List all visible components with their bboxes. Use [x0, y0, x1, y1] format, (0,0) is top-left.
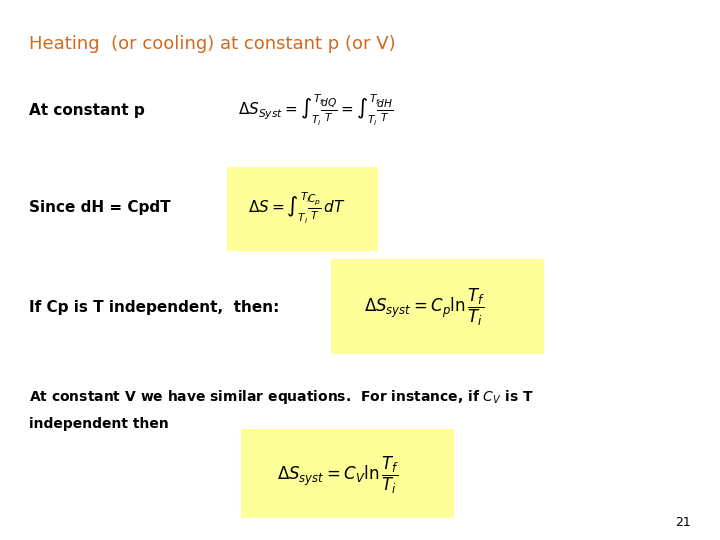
Text: $\Delta S_{syst} = C_V \ln\dfrac{T_f}{T_i}$: $\Delta S_{syst} = C_V \ln\dfrac{T_f}{T_… — [277, 455, 400, 496]
FancyBboxPatch shape — [241, 429, 454, 518]
Text: $\Delta S_{syst} = C_p \ln\dfrac{T_f}{T_i}$: $\Delta S_{syst} = C_p \ln\dfrac{T_f}{T_… — [364, 287, 485, 328]
Text: 21: 21 — [675, 516, 691, 529]
FancyBboxPatch shape — [331, 259, 544, 354]
Text: $\Delta S_{Syst} = \int_{T_i}^{T_f}\!\frac{dQ}{T} = \int_{T_i}^{T_f}\!\frac{dH}{: $\Delta S_{Syst} = \int_{T_i}^{T_f}\!\fr… — [238, 93, 392, 129]
Text: At constant p: At constant p — [29, 103, 145, 118]
Text: Since dH = CpdT: Since dH = CpdT — [29, 200, 171, 215]
Text: $\Delta S = \int_{T_i}^{T_f}\!\frac{C_p}{T}\,dT$: $\Delta S = \int_{T_i}^{T_f}\!\frac{C_p}… — [248, 190, 346, 226]
FancyBboxPatch shape — [227, 167, 378, 251]
Text: If Cp is T independent,  then:: If Cp is T independent, then: — [29, 300, 279, 315]
Text: Heating  (or cooling) at constant p (or V): Heating (or cooling) at constant p (or V… — [29, 35, 395, 53]
Text: At constant V we have similar equations.  For instance, if $C_V$ is T: At constant V we have similar equations.… — [29, 388, 534, 406]
Text: independent then: independent then — [29, 417, 168, 431]
